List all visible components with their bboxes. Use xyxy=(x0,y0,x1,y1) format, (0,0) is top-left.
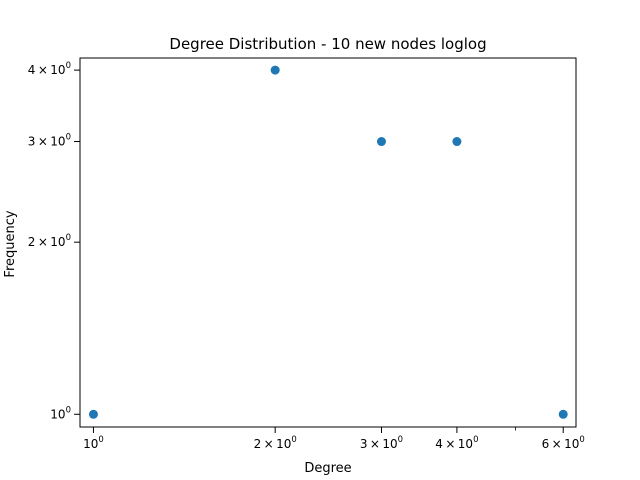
x-tick-label-base: 10 xyxy=(83,437,98,451)
x-tick-label: 100 xyxy=(83,435,104,451)
data-point xyxy=(452,137,462,147)
y-tick-label-times: × xyxy=(35,63,50,77)
y-tick-label-base: 10 xyxy=(50,63,65,77)
y-tick-label: 4 × 100 xyxy=(28,61,71,77)
x-tick-label-base: 10 xyxy=(564,437,579,451)
data-point xyxy=(376,137,386,147)
x-tick-label: 3 × 100 xyxy=(360,435,403,451)
x-tick-label-mantissa: 6 xyxy=(542,437,550,451)
y-tick-label-base: 10 xyxy=(50,235,65,249)
x-tick-label-times: × xyxy=(443,437,458,451)
x-tick-label-times: × xyxy=(368,437,383,451)
y-tick-label-base: 10 xyxy=(50,407,65,421)
y-tick-label-mantissa: 4 xyxy=(28,63,36,77)
x-tick-label-exponent: 0 xyxy=(398,435,403,445)
y-tick-label: 3 × 100 xyxy=(28,133,71,149)
x-tick-label: 4 × 100 xyxy=(435,435,478,451)
y-tick-label-base: 10 xyxy=(50,135,65,149)
data-points xyxy=(88,65,568,419)
y-tick-label: 2 × 100 xyxy=(28,233,71,249)
y-tick-label-times: × xyxy=(35,135,50,149)
chart-title: Degree Distribution - 10 new nodes loglo… xyxy=(169,35,486,53)
x-tick-label-base: 10 xyxy=(458,437,473,451)
x-tick-label-base: 10 xyxy=(276,437,291,451)
x-tick-label-base: 10 xyxy=(382,437,397,451)
y-tick-label-exponent: 0 xyxy=(66,233,71,243)
y-tick-label-exponent: 0 xyxy=(66,133,71,143)
y-tick-label-mantissa: 2 xyxy=(28,235,36,249)
y-axis-label: Frequency xyxy=(3,210,18,277)
x-tick-label-mantissa: 4 xyxy=(435,437,443,451)
y-tick-label: 100 xyxy=(50,405,71,421)
x-tick-label-exponent: 0 xyxy=(579,435,584,445)
x-tick-label-exponent: 0 xyxy=(291,435,296,445)
data-point xyxy=(88,409,98,419)
y-tick-label-exponent: 0 xyxy=(66,405,71,415)
x-tick-label-mantissa: 2 xyxy=(254,437,262,451)
x-tick-label-mantissa: 3 xyxy=(360,437,368,451)
y-tick-label-times: × xyxy=(35,235,50,249)
x-axis-label: Degree xyxy=(304,461,351,476)
y-tick-label-mantissa: 3 xyxy=(28,135,36,149)
x-tick-label: 6 × 100 xyxy=(542,435,585,451)
plot-frame xyxy=(79,57,577,428)
x-tick-label-times: × xyxy=(549,437,564,451)
x-tick-label-times: × xyxy=(261,437,276,451)
x-tick-label: 2 × 100 xyxy=(254,435,297,451)
data-point xyxy=(270,65,280,75)
x-tick-label-exponent: 0 xyxy=(473,435,478,445)
data-point xyxy=(558,409,568,419)
y-tick-label-exponent: 0 xyxy=(66,61,71,71)
x-tick-label-exponent: 0 xyxy=(98,435,103,445)
